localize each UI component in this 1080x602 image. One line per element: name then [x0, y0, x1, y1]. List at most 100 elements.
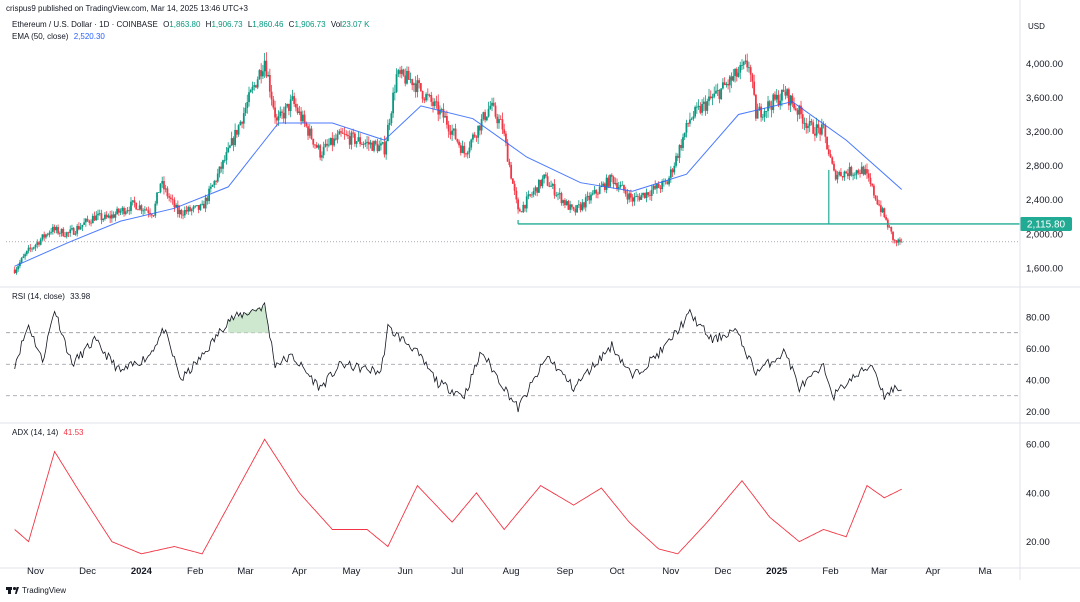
candle	[274, 100, 276, 124]
tradingview-brand[interactable]: TradingView	[6, 586, 66, 595]
candle	[409, 72, 412, 84]
candle	[170, 194, 172, 203]
candle	[444, 111, 447, 118]
candle-body	[730, 76, 733, 81]
candle-body	[496, 116, 499, 124]
candle-body	[583, 202, 585, 208]
candle	[366, 135, 368, 150]
candle-body	[327, 144, 330, 146]
candle-body	[223, 160, 226, 162]
candle-body	[754, 94, 757, 119]
candle	[848, 162, 851, 181]
symbol-title[interactable]: Ethereum / U.S. Dollar · 1D · COINBASE	[12, 20, 158, 29]
candle-body	[742, 61, 745, 66]
candle	[235, 129, 238, 138]
candle	[45, 233, 47, 240]
candle-body	[510, 164, 513, 179]
candle-body	[126, 210, 129, 212]
ema-label[interactable]: EMA (50, close)	[12, 32, 69, 41]
candle-body	[97, 213, 99, 216]
candle	[614, 177, 617, 186]
candle-body	[789, 95, 792, 106]
candle-body	[341, 132, 344, 134]
candle-body	[779, 100, 782, 106]
candle-body	[345, 134, 348, 135]
candle-body	[473, 134, 476, 137]
candle	[662, 178, 665, 187]
candle	[440, 107, 443, 114]
candle	[263, 52, 266, 78]
candle-body	[708, 96, 710, 102]
ohlc-legend: Ethereum / U.S. Dollar · 1D · COINBASE O…	[12, 20, 373, 29]
candles-layer	[13, 52, 903, 275]
candle	[551, 182, 554, 190]
candle	[723, 77, 726, 86]
candle-body	[25, 250, 28, 255]
candle-body	[173, 199, 176, 208]
candle-body	[27, 247, 30, 251]
candle	[833, 161, 835, 172]
candle	[899, 237, 901, 245]
candle	[71, 224, 73, 231]
candle-body	[814, 133, 816, 136]
candle	[201, 200, 204, 206]
candle-body	[881, 208, 884, 213]
candle	[24, 252, 26, 260]
candle	[635, 191, 638, 198]
candle	[690, 117, 693, 121]
candle	[720, 88, 723, 101]
candle	[761, 113, 764, 121]
candle	[826, 136, 828, 150]
candle	[253, 82, 256, 91]
candle-body	[284, 106, 287, 119]
candle-body	[406, 70, 408, 84]
candle	[878, 200, 881, 207]
candle-body	[196, 205, 198, 206]
candle	[425, 92, 427, 103]
candle	[577, 200, 580, 209]
rsi-label[interactable]: RSI (14, close)	[12, 292, 65, 301]
candle-body	[315, 144, 318, 148]
candle-body	[492, 102, 495, 106]
candle	[116, 206, 118, 215]
candle	[864, 164, 867, 176]
candle	[531, 191, 533, 199]
candle	[475, 135, 478, 142]
price-axis-tick-label: 2,800.00	[1026, 161, 1063, 172]
candle-body	[541, 178, 544, 187]
candle-body	[836, 174, 839, 180]
candle-body	[680, 144, 683, 148]
candle-body	[93, 215, 96, 221]
candle	[399, 66, 401, 78]
candle	[812, 119, 815, 135]
candle-body	[239, 121, 242, 126]
candle	[137, 208, 139, 211]
candle-body	[322, 146, 325, 156]
candle	[675, 152, 677, 168]
adx-label[interactable]: ADX (14, 14)	[12, 428, 59, 437]
candle	[501, 112, 504, 135]
candle-body	[643, 192, 646, 198]
candle	[853, 172, 856, 179]
candle-body	[157, 192, 160, 193]
candle	[572, 206, 575, 212]
candle	[689, 112, 691, 127]
candle	[157, 192, 160, 193]
candle	[498, 114, 500, 129]
candle	[511, 178, 514, 184]
candle	[680, 139, 683, 151]
candle	[702, 97, 705, 112]
candle-body	[873, 185, 875, 196]
candle	[98, 209, 101, 216]
candle-body	[668, 177, 670, 185]
candle	[687, 122, 690, 127]
candle-body	[150, 214, 153, 216]
candle-body	[265, 60, 268, 77]
candle-body	[565, 201, 568, 206]
currency-label[interactable]: USD	[1028, 22, 1048, 31]
candle	[494, 102, 497, 119]
candle-body	[470, 139, 473, 148]
candle-body	[170, 197, 172, 199]
candle	[636, 193, 639, 202]
candle-body	[494, 105, 497, 117]
